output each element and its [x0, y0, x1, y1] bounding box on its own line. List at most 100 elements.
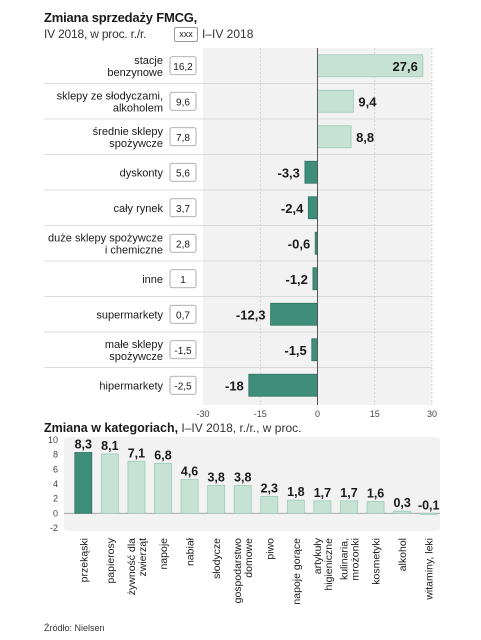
- bar-value-label: -3,3: [277, 165, 299, 180]
- category-label: supermarkety: [96, 309, 163, 321]
- bar-value-label: 9,4: [358, 94, 377, 109]
- bar-value-label: 8,3: [75, 437, 92, 451]
- bar: [127, 460, 146, 514]
- value-box-label: -1,5: [174, 346, 192, 357]
- category-label: kulinaria,: [339, 538, 351, 580]
- category-label: higieniczne: [323, 538, 335, 591]
- category-label-line: alkoholem: [113, 102, 163, 114]
- category-label-line: hipermarkety: [99, 380, 163, 392]
- value-box-label: 7,8: [176, 133, 190, 144]
- chart2-title-bold: Zmiana w kategoriach,: [44, 421, 179, 435]
- category-label-line: i chemiczne: [105, 244, 163, 256]
- bar: [74, 452, 93, 514]
- category-label: gospodarstwo: [232, 538, 244, 604]
- value-box-label: 2,8: [176, 239, 190, 250]
- chart1-subtitle: IV 2018, w proc. r./r.: [44, 27, 147, 41]
- category-label-group: słodycze: [211, 538, 223, 579]
- value-box: [169, 233, 197, 253]
- category-label: kosmetyki: [371, 538, 383, 585]
- bar-value-label: 1,7: [340, 486, 357, 500]
- value-box: [169, 127, 197, 147]
- category-label: papierosy: [105, 537, 117, 583]
- y-tick-label: 0: [53, 508, 58, 518]
- category-label: średnie sklepy spożywcze: [93, 126, 164, 150]
- bar: [393, 510, 412, 514]
- category-label-line: benzynowe: [107, 67, 163, 79]
- category-label-group: napoje: [158, 538, 170, 570]
- bar-value-label: -12,3: [236, 307, 266, 322]
- chart2-subtitle: I–IV 2018, r./r., w proc.: [181, 421, 302, 435]
- category-label-line: sklepy ze słodyczami,: [57, 90, 163, 102]
- category-label-group: przekąski: [78, 538, 90, 582]
- category-label-group: gospodarstwo domowe: [232, 538, 255, 604]
- value-box: [169, 91, 197, 111]
- category-label: alkohol: [397, 538, 409, 571]
- y-tick-label: 6: [53, 464, 58, 474]
- category-label-group: żywność dla zwierząt: [126, 538, 149, 595]
- chart1-title: Zmiana sprzedaży FMCG,: [44, 10, 198, 25]
- bar-value-label: 1,8: [287, 485, 304, 499]
- category-label: hipermarkety: [99, 380, 163, 392]
- value-box: [169, 56, 197, 76]
- category-label-group: artykuły higieniczne: [312, 537, 335, 590]
- bar: [313, 500, 332, 514]
- value-box: [169, 340, 197, 360]
- category-label-line: supermarkety: [96, 309, 163, 321]
- category-label: napoje gorące: [291, 538, 303, 605]
- category-label: inne: [142, 274, 163, 286]
- bar-value-label: 6,8: [154, 448, 171, 462]
- category-label: artykuły: [312, 537, 324, 574]
- bar-value-label: -1,2: [286, 272, 308, 287]
- bar-value-label: 0,3: [393, 496, 410, 510]
- bar-value-label: 7,1: [128, 446, 145, 460]
- category-label-line: duże sklepy spożywcze: [48, 232, 163, 244]
- category-label: zwierząt: [137, 538, 149, 577]
- bar: [340, 500, 358, 514]
- value-box-label: 0,7: [176, 310, 190, 321]
- value-box-label: -2,5: [174, 381, 192, 392]
- bar-value-label: 3,8: [234, 470, 251, 484]
- category-label-line: spożywcze: [109, 138, 163, 150]
- category-label: witaminy, leki: [424, 538, 436, 601]
- category-label: duże sklepy spożywcze i chemiczne: [48, 232, 163, 256]
- bar: [233, 485, 252, 514]
- category-label-group: kosmetyki: [371, 538, 383, 585]
- x-tick-label: 0: [315, 409, 320, 419]
- bar: [260, 496, 279, 514]
- x-tick-label: -15: [254, 409, 267, 419]
- bar: [100, 453, 119, 514]
- value-box-label: 16,2: [173, 62, 193, 73]
- bar: [180, 479, 199, 514]
- value-box-label: 9,6: [176, 97, 190, 108]
- bar: [419, 512, 438, 515]
- bar: [154, 463, 172, 514]
- legend-box: xxx: [174, 27, 198, 42]
- bar-value-label: 2,3: [261, 481, 278, 495]
- horizontal-bar-chart: stacje benzynowe 16,2 27,6 sklepy ze słodycz…: [44, 48, 437, 419]
- plot-panel-2: [64, 437, 440, 531]
- bar-value-label: 4,6: [181, 465, 198, 479]
- category-label: napoje: [158, 538, 170, 570]
- bar: [207, 485, 226, 514]
- bar-value-label: 27,6: [393, 59, 418, 74]
- bar-value-label: 1,7: [314, 486, 331, 500]
- x-tick-label: -30: [196, 409, 209, 419]
- category-label: słodycze: [211, 538, 223, 579]
- bar-value-label: 8,1: [101, 439, 118, 453]
- category-label-group: witaminy, leki: [424, 538, 436, 601]
- value-box: [169, 162, 197, 182]
- value-box: [169, 304, 197, 324]
- category-label: dyskonty: [120, 167, 164, 179]
- y-tick-label: 4: [53, 479, 58, 489]
- y-tick-label: -2: [50, 523, 58, 533]
- category-label-line: dyskonty: [120, 167, 164, 179]
- category-label-group: alkohol: [397, 538, 409, 571]
- category-label: sklepy ze słodyczami, alkoholem: [57, 90, 163, 114]
- bar-value-label: -1,5: [284, 343, 306, 358]
- y-tick-label: 2: [53, 494, 58, 504]
- category-label-line: inne: [142, 274, 163, 286]
- category-label-group: napoje gorące: [291, 538, 303, 605]
- category-label: małe sklepy spożywcze: [105, 339, 164, 363]
- source-note: Źródło: Nielsen: [44, 623, 105, 633]
